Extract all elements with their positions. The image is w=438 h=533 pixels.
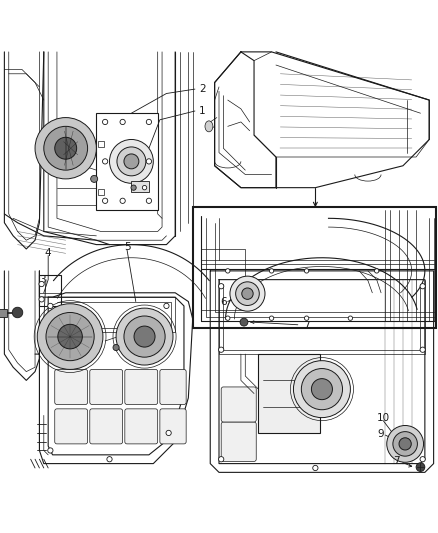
Circle shape [44,126,88,170]
Text: 2: 2 [199,84,206,94]
Bar [98,141,104,147]
Circle shape [420,457,425,462]
Circle shape [301,368,343,410]
Circle shape [48,303,53,309]
Circle shape [113,344,119,351]
Circle shape [91,175,98,182]
Text: 4: 4 [45,248,52,259]
Circle shape [12,307,23,318]
Bar [131,181,149,192]
Circle shape [416,463,425,472]
Circle shape [146,119,152,125]
FancyBboxPatch shape [221,387,256,422]
Circle shape [102,119,108,125]
Circle shape [166,430,171,435]
Bar [39,275,61,306]
FancyBboxPatch shape [125,409,158,444]
Circle shape [374,269,379,273]
Circle shape [131,185,136,190]
Text: 7: 7 [393,456,400,466]
Circle shape [102,198,108,204]
Circle shape [117,147,146,176]
Circle shape [37,304,103,369]
Circle shape [58,324,82,349]
Circle shape [48,448,53,453]
Circle shape [226,316,230,320]
Circle shape [269,316,274,320]
Circle shape [219,457,224,462]
Circle shape [107,457,112,462]
Circle shape [387,425,424,462]
Circle shape [134,326,155,347]
Circle shape [142,185,147,190]
Circle shape [46,312,94,361]
Ellipse shape [205,121,213,132]
FancyBboxPatch shape [90,409,123,444]
Text: 5: 5 [124,242,131,252]
Circle shape [269,269,274,273]
FancyBboxPatch shape [160,369,186,405]
Text: 7: 7 [303,321,310,330]
FancyBboxPatch shape [221,422,256,462]
Circle shape [348,316,353,320]
Text: 1: 1 [199,106,206,116]
Circle shape [304,316,309,320]
Circle shape [120,119,125,125]
Circle shape [35,118,96,179]
Circle shape [313,465,318,471]
Circle shape [219,284,224,289]
Circle shape [226,269,230,273]
FancyBboxPatch shape [125,369,158,405]
Circle shape [110,140,153,183]
FancyBboxPatch shape [90,369,123,405]
Text: 6: 6 [220,296,227,306]
Bar [193,207,436,328]
Text: 3: 3 [39,274,46,285]
Circle shape [39,281,44,287]
Circle shape [304,269,309,273]
Circle shape [240,318,248,326]
Circle shape [420,347,425,352]
Circle shape [124,154,139,169]
Circle shape [399,438,411,450]
Circle shape [420,284,425,289]
Circle shape [311,378,332,400]
Circle shape [120,198,125,204]
Bar [98,189,104,195]
Circle shape [236,282,259,305]
Circle shape [124,316,165,357]
Circle shape [164,303,169,309]
Circle shape [116,308,173,365]
Bar [96,113,158,209]
Bar [0,309,7,317]
Text: 9: 9 [378,429,385,439]
Circle shape [146,198,152,204]
Text: 10: 10 [377,413,390,423]
Circle shape [393,432,417,456]
FancyBboxPatch shape [55,369,88,405]
Bar [258,354,320,433]
Circle shape [146,159,152,164]
Circle shape [230,276,265,311]
Circle shape [293,361,350,418]
Circle shape [242,288,253,300]
FancyBboxPatch shape [160,409,186,444]
Circle shape [55,138,77,159]
FancyBboxPatch shape [55,409,88,444]
Circle shape [39,297,44,302]
Circle shape [102,159,108,164]
Circle shape [219,347,224,352]
